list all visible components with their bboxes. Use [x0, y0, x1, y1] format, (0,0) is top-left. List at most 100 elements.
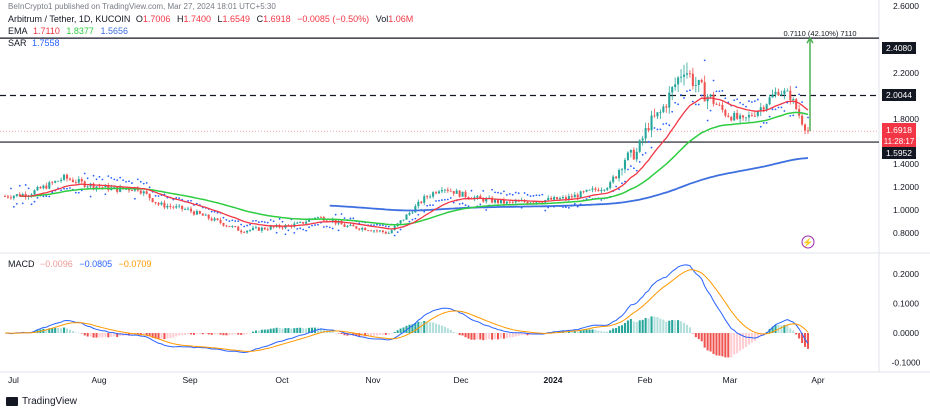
macd-histogram-bar [682, 322, 686, 333]
macd-histogram-bar [491, 333, 494, 340]
time-axis-tick: Mar [723, 375, 738, 385]
macd-histogram-bar [467, 333, 470, 339]
sar-dot [278, 218, 281, 220]
macd-legend[interactable]: MACD −0.0096 −0.0805 −0.0709 [8, 259, 155, 269]
sar-dot [131, 182, 133, 184]
macd-histogram-bar [662, 319, 665, 333]
candle-body [449, 190, 452, 192]
sar-dot [133, 197, 136, 200]
sar-dot [77, 191, 80, 194]
macd-histogram-bar [573, 331, 576, 333]
candle-body [556, 197, 559, 200]
sar-dot [544, 209, 547, 212]
candle-body [65, 174, 69, 179]
macd-histogram-bar [396, 330, 399, 333]
sar-dot [325, 225, 328, 228]
macd-histogram-bar [184, 333, 187, 335]
sar-dot [618, 188, 620, 191]
sar-dot [101, 178, 104, 181]
candle-body [172, 206, 175, 208]
sar-dot [500, 192, 502, 195]
macd-histogram-bar [148, 333, 151, 337]
macd-histogram-bar [316, 327, 319, 333]
candle-body [647, 128, 650, 131]
candle-body [296, 222, 299, 224]
sar-dot [411, 218, 414, 221]
macd-histogram-bar [375, 333, 379, 336]
sar-dot [92, 174, 95, 177]
macd-histogram-bar [281, 328, 284, 333]
sar-dot [337, 229, 340, 232]
macd-histogram-bar [95, 333, 98, 338]
sar-dot [376, 223, 378, 226]
price-axis-tick: 2.6000 [893, 1, 919, 11]
sar-dot [768, 115, 771, 118]
candle-body [665, 106, 668, 108]
macd-histogram-bar [343, 333, 346, 336]
sar-dot [718, 90, 721, 93]
ohlc-low-label: L [217, 14, 223, 24]
sar-dot [694, 103, 697, 106]
macd-histogram-bar [479, 333, 482, 340]
candle-body [15, 194, 18, 196]
macd-histogram-bar [426, 321, 429, 333]
sar-legend[interactable]: SAR 1.7558 [8, 38, 64, 48]
macd-histogram-bar [420, 321, 423, 333]
sar-dot [668, 124, 671, 127]
sar-dot [24, 184, 27, 186]
sar-dot [417, 213, 420, 216]
macd-histogram-bar [759, 333, 762, 336]
candle-body [694, 85, 697, 86]
candle-body [529, 202, 532, 204]
sar-dot [122, 179, 124, 182]
candle-body [623, 160, 626, 170]
macd-histogram-bar [246, 333, 249, 335]
ema-slow-line [329, 157, 809, 212]
lightning-icon[interactable]: ⚡ [802, 237, 813, 249]
countdown-tag: 11:28:17 [884, 137, 915, 146]
sar-dot [349, 217, 352, 220]
sar-dot [467, 205, 470, 207]
lightning-icon-circle[interactable] [801, 235, 815, 249]
publisher-text: BeInCrypto1 published on TradingView.com… [8, 2, 276, 11]
candle-body [92, 183, 95, 189]
candle-body [511, 201, 514, 203]
macd-histogram-bar [591, 329, 594, 333]
sar-dot [638, 161, 641, 163]
macd-histogram-bar [715, 333, 718, 356]
sar-dot [756, 98, 759, 101]
macd-histogram-bar [172, 333, 175, 338]
sar-dot [503, 190, 505, 193]
candle-body [68, 178, 71, 180]
macd-histogram-bar [553, 331, 556, 333]
macd-histogram-bar [635, 321, 638, 333]
sar-dot [689, 89, 691, 92]
time-axis-tick: Apr [811, 375, 824, 385]
macd-histogram-bar [310, 327, 314, 333]
macd-histogram-bar [116, 333, 119, 337]
candle-body [443, 189, 446, 191]
macd-histogram-bar [228, 333, 231, 336]
candle-body [305, 221, 308, 224]
tradingview-logo[interactable]: TradingView [6, 396, 77, 407]
sar-dot [721, 89, 724, 92]
sar-dot [314, 224, 316, 226]
candle-body [641, 138, 644, 141]
ema-slow-value: 1.5656 [100, 26, 128, 36]
macd-histogram-bar [334, 332, 337, 334]
macd-histogram-bar [440, 325, 443, 333]
sar-value: 1.7558 [32, 38, 60, 48]
candle-body [251, 227, 255, 230]
macd-histogram-bar [721, 333, 724, 357]
candle-body [237, 226, 240, 231]
macd-histogram-bar [160, 333, 163, 339]
ema-legend[interactable]: EMA 1.7110 1.8377 1.5656 [8, 26, 132, 36]
candle-body [263, 227, 266, 230]
candle-body [201, 213, 204, 216]
candle-body [437, 191, 441, 194]
candle-body [434, 192, 438, 194]
symbol-legend[interactable]: Arbitrum / Tether, 1D, KUCOIN O1.7006 H1… [8, 14, 417, 24]
candle-body [281, 227, 284, 229]
sar-dot [343, 217, 346, 220]
